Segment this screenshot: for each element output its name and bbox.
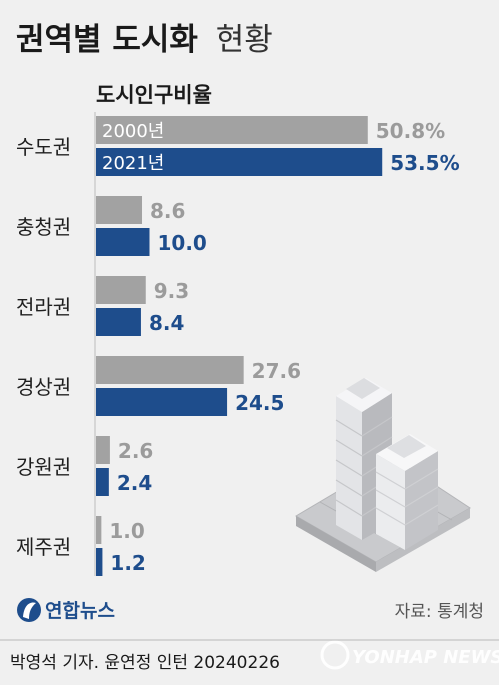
bar-2021 [96, 468, 109, 496]
value-label: 8.6 [150, 199, 185, 223]
bar-2021 [96, 228, 150, 256]
category-label: 충청권 [16, 215, 71, 239]
bar-2021 [96, 148, 383, 176]
bar-2021 [96, 388, 228, 416]
value-label: 8.4 [149, 311, 184, 335]
value-label: 2.6 [118, 439, 153, 463]
value-label: 10.0 [158, 231, 207, 255]
category-label: 제주권 [16, 535, 71, 559]
value-label: 53.5% [390, 151, 459, 175]
building-illustration [295, 378, 471, 572]
bar-2000 [96, 196, 143, 224]
category-label: 전라권 [16, 295, 71, 319]
logo-text: 연합뉴스 [45, 600, 115, 622]
watermark: YONHAP NEWS [320, 640, 499, 670]
bar-2000 [96, 516, 102, 544]
legend-label: 2000년 [102, 121, 164, 142]
source-note: 자료: 통계청 [395, 602, 484, 622]
bar-2000 [96, 116, 368, 144]
yonhap-logo: 연합뉴스 [17, 598, 115, 622]
chart-subtitle: 도시인구비율 [96, 83, 212, 107]
chart-title-suffix: 현황 [216, 22, 273, 58]
watermark-text: YONHAP NEWS [352, 647, 499, 668]
bar-2021 [96, 308, 141, 336]
value-label: 1.0 [109, 519, 144, 543]
bar-2000 [96, 276, 146, 304]
value-label: 9.3 [154, 279, 189, 303]
bar-2000 [96, 356, 244, 384]
bar-2000 [96, 436, 110, 464]
category-label: 경상권 [16, 375, 71, 399]
chart-title: 권역별 도시화 현황 [16, 22, 273, 58]
byline: 박영석 기자. 윤연정 인턴 20240226 [10, 653, 280, 673]
value-label: 1.2 [110, 551, 145, 575]
bar-2021 [96, 548, 103, 576]
chart-title-main: 권역별 도시화 [16, 22, 198, 58]
category-label: 강원권 [16, 455, 71, 479]
value-label: 27.6 [252, 359, 301, 383]
value-label: 50.8% [376, 119, 445, 143]
legend-label: 2021년 [102, 153, 164, 174]
category-label: 수도권 [16, 135, 71, 159]
value-label: 2.4 [117, 471, 152, 495]
watermark-icon [320, 640, 350, 670]
value-label: 24.5 [235, 391, 284, 415]
